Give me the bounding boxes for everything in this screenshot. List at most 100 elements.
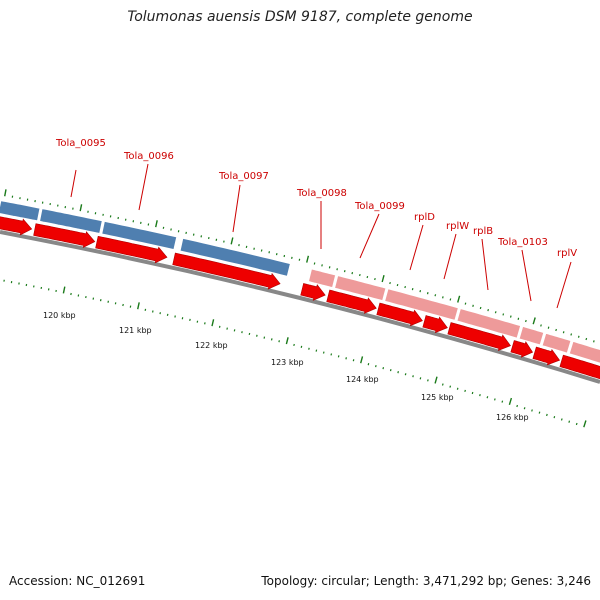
gene-label-rplb: rplB [473,226,493,237]
cds-track [0,216,600,382]
inner-tick [419,377,422,380]
outer-tick [343,270,346,273]
outer-tick [434,294,437,297]
cds-arrow-1 [0,216,33,236]
inner-tick [99,299,102,302]
outer-tick [374,277,376,281]
outer-tick [540,324,542,327]
inner-tick [308,347,310,350]
genome-backbone [0,230,600,384]
inner-tick-ring [3,279,587,428]
cds-arrow-10 [510,340,534,358]
inner-tick [397,371,399,374]
outer-tick [577,335,580,338]
cds-arrow-7 [376,302,423,327]
inner-tick [546,413,548,417]
outer-tick [381,275,385,283]
outer-tick [298,258,301,261]
outer-tick [502,313,505,316]
gene-label-tola-0103: Tola_0103 [497,237,548,248]
gene-box-tola-0098 [307,268,337,289]
outer-tick [562,331,565,334]
cds-arrow-4 [172,252,281,290]
inner-tick [479,394,481,397]
inner-tick [516,404,518,408]
inner-tick [560,418,563,421]
outer-tick [313,262,316,265]
gene-label-tola-0097: Tola_0097 [218,171,269,182]
cds-arrow-2 [33,223,96,249]
gene-label-rplw: rplW [446,221,469,232]
inner-tick [382,367,385,370]
outer-tick [464,302,467,305]
outer-tick [555,328,557,332]
inner-tick [568,420,571,423]
inner-tick [352,359,355,362]
scale-label-121kbp: 121 kbp [119,326,152,335]
scale-label-120kbp: 120 kbp [43,311,76,320]
inner-tick [322,351,325,354]
inner-tick [501,400,504,403]
outer-tick [396,283,399,287]
genome-summary-text: Topology: circular; Length: 3,471,292 bp… [261,574,591,588]
outer-tick [245,245,248,249]
inner-tick [204,322,206,325]
outer-tick [442,296,444,299]
gene-label-rplv: rplV [557,248,577,259]
label-line-6 [409,224,424,271]
inner-tick [285,337,289,345]
gene-box-tola-0099 [333,275,387,302]
inner-tick [427,379,429,382]
gene-label-rpld: rplD [414,212,435,223]
inner-tick [270,338,273,341]
gene-box-tola-0097 [179,237,292,277]
inner-tick [531,409,533,412]
inner-tick [404,373,407,376]
outer-tick [509,315,512,318]
gene-box-tola-0095 [38,208,103,235]
scale-label-122kbp: 122 kbp [195,341,228,350]
label-line-2 [138,163,149,211]
inner-tick [538,411,541,414]
inner-tick [278,340,280,343]
outer-tick [585,337,588,341]
outer-tick [336,268,338,271]
cds-arrow-8 [422,315,448,334]
inner-tick [583,420,587,428]
label-line-5 [359,213,380,259]
scale-label-123kbp: 123 kbp [271,358,304,367]
map-title: Tolumonas auensis DSM 9187, complete gen… [127,9,473,25]
inner-tick [144,308,147,311]
outer-tick [366,275,369,279]
outer-tick [494,311,497,314]
gene-box-tola-0096 [101,220,178,251]
inner-tick [553,416,556,419]
inner-tick [441,383,444,386]
inner-tick [315,349,318,352]
inner-tick [166,313,169,316]
scale-label-125kbp: 125 kbp [421,393,454,402]
outer-tick [170,228,172,231]
inner-tick [337,355,340,358]
outer-tick [200,235,203,238]
gene-box-rplw-rplb [456,307,522,339]
inner-tick [389,369,392,372]
inner-tick [233,329,236,332]
outer-tick [79,204,83,212]
outer-tick [411,287,414,291]
outer-tick [593,340,595,343]
label-line-7 [443,233,457,280]
outer-tick [351,271,354,275]
gene-label-tola-0098: Tola_0098 [296,188,347,199]
cds-arrow-12 [559,354,600,382]
gene-label-tola-0095: Tola_0095 [55,138,106,149]
outer-tick [321,264,323,267]
outer-tick [275,253,278,256]
outer-tick [230,237,234,245]
outer-tick [260,249,263,252]
outer-tick [389,281,391,285]
outer-tick [479,306,482,310]
accession-text: Accession: NC_012691 [9,574,146,588]
inner-tick [330,353,333,356]
